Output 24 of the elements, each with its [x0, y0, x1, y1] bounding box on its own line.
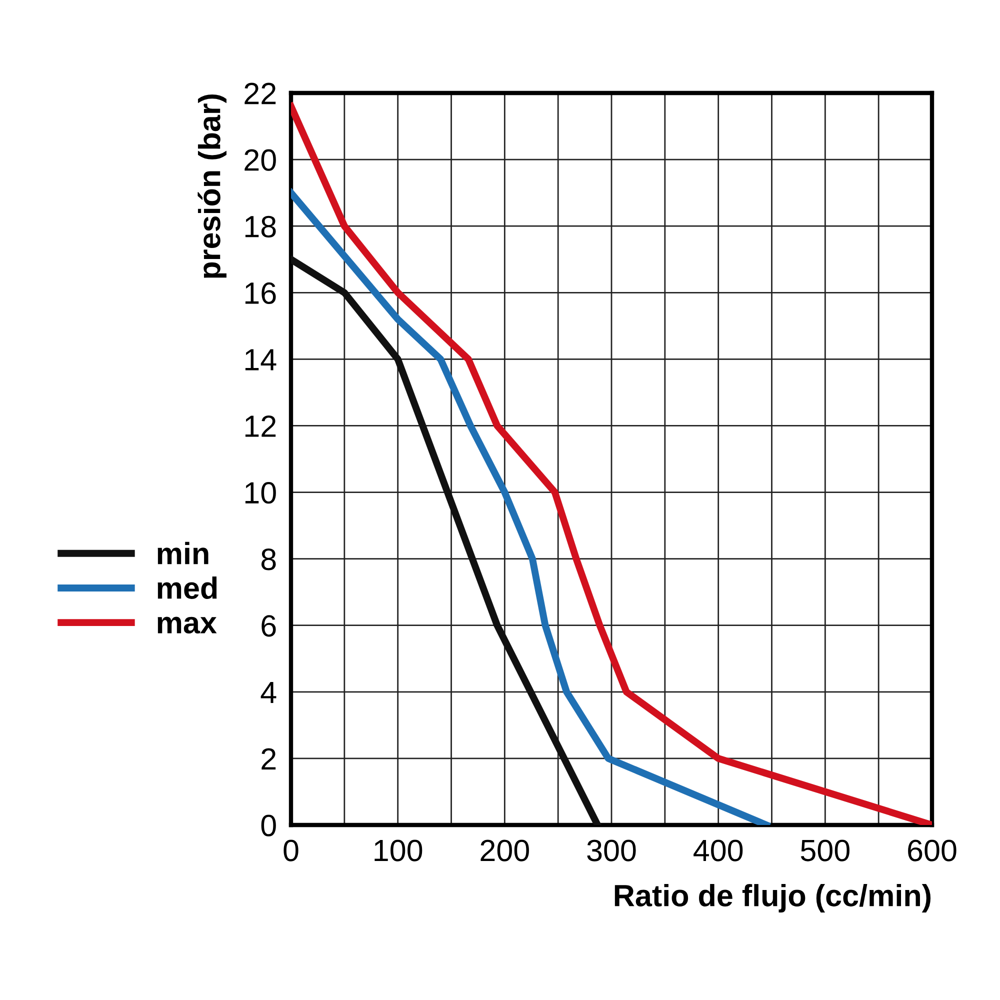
x-tick-label: 300	[587, 840, 636, 862]
x-tick-label: 500	[800, 840, 850, 862]
x-tick-label: 600	[908, 840, 956, 862]
legend-label: min	[158, 542, 208, 564]
y-tick-label: 10	[245, 482, 276, 504]
y-axis-title: presión (bar)	[198, 94, 226, 278]
y-tick-label: 16	[245, 282, 276, 304]
x-axis-title: Ratio de flujo (cc/min)	[614, 884, 931, 913]
y-tick-label: 12	[245, 415, 276, 437]
y-tick-label: 18	[245, 216, 276, 238]
legend-label: max	[158, 616, 217, 634]
y-tick-label: 0	[261, 814, 276, 836]
y-tick-label: 8	[261, 548, 276, 570]
y-tick-label: 6	[262, 615, 276, 637]
y-tick-label: 14	[245, 349, 276, 370]
y-tick-label: 20	[244, 149, 276, 171]
y-tick-label: 4	[260, 682, 276, 703]
x-tick-label: 200	[480, 840, 529, 862]
x-tick-label: 100	[374, 840, 422, 862]
y-tick-label: 22	[244, 82, 276, 104]
y-tick-label: 2	[262, 748, 276, 770]
x-tick-label: 0	[284, 840, 298, 862]
x-tick-label: 400	[694, 840, 743, 862]
legend-label: med	[158, 576, 217, 599]
